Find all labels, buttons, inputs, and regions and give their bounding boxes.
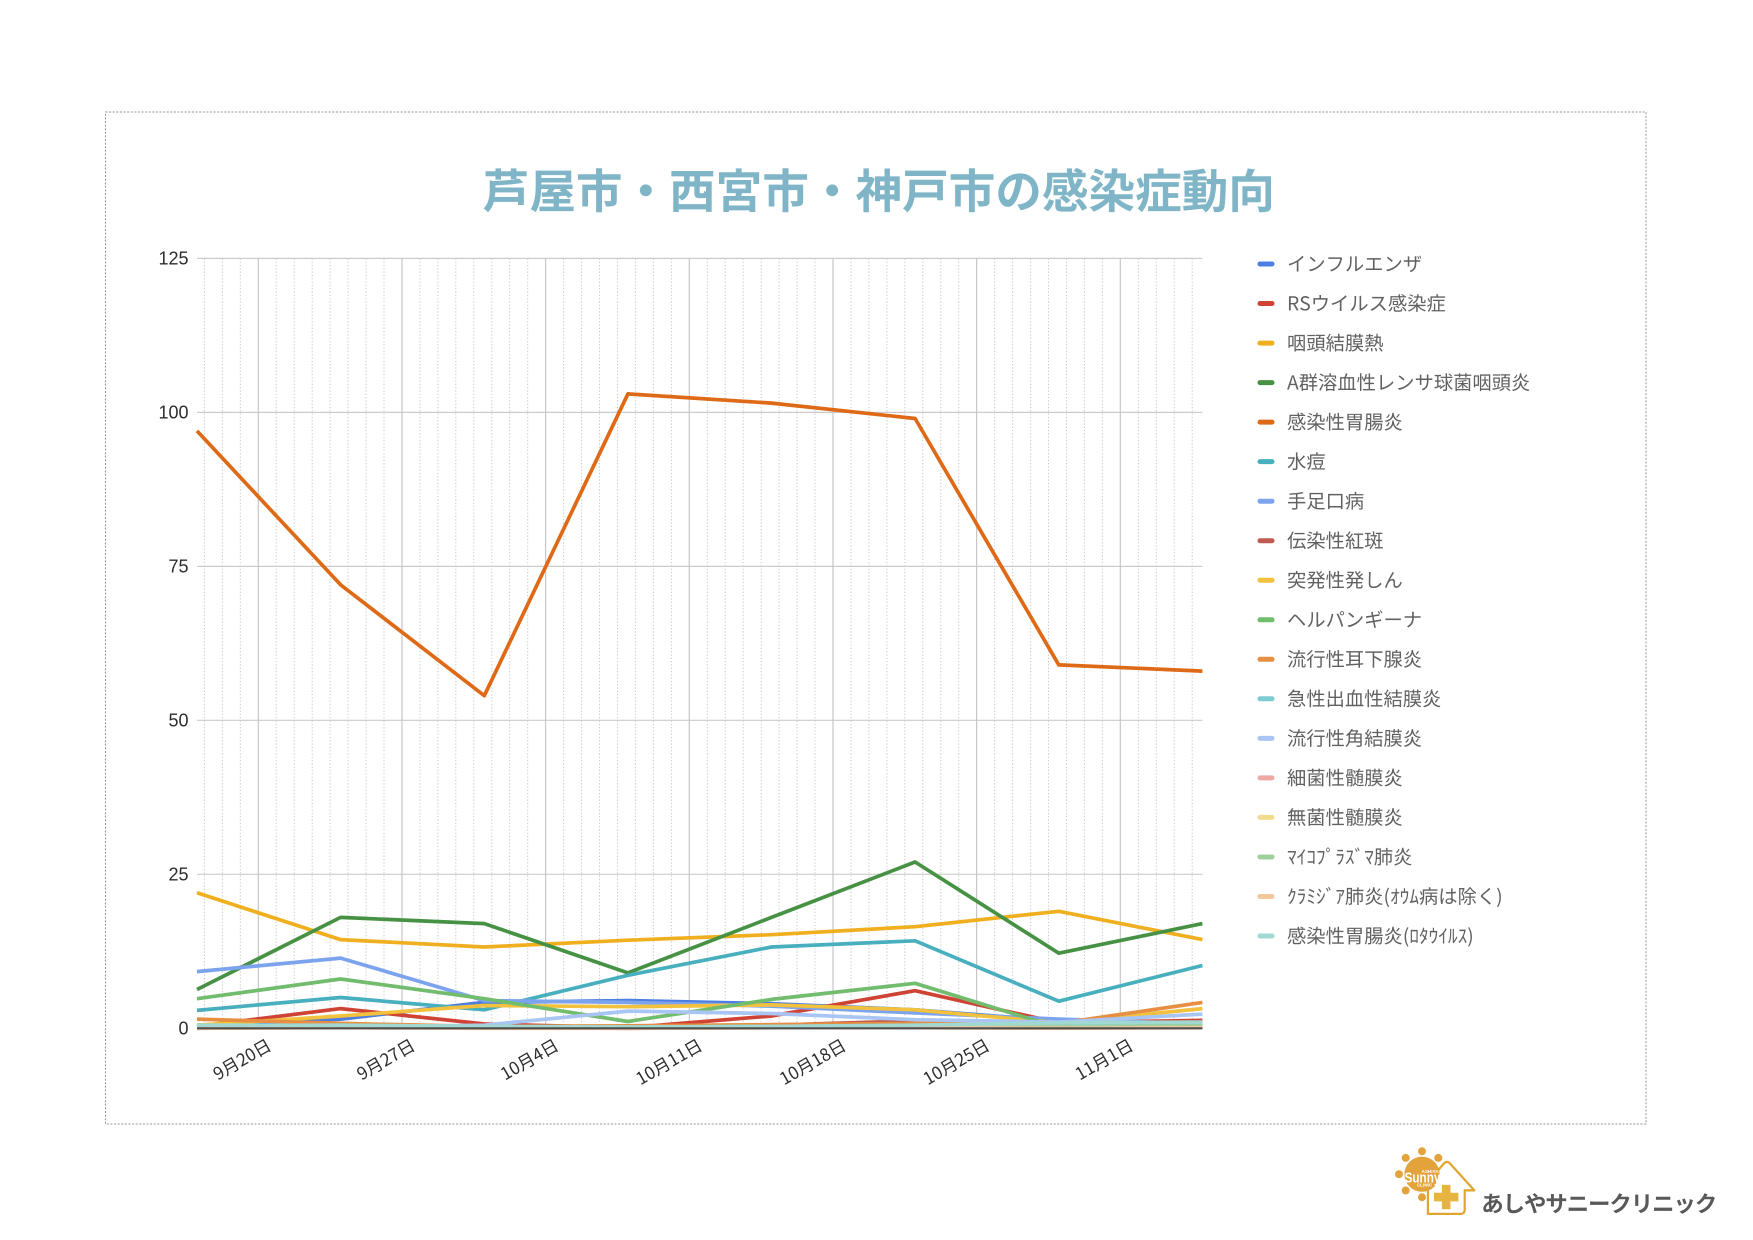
svg-text:CLINIC: CLINIC bbox=[1417, 1183, 1433, 1188]
svg-text:Sunny: Sunny bbox=[1405, 1169, 1441, 1186]
svg-text:0: 0 bbox=[178, 1019, 188, 1039]
svg-text:75: 75 bbox=[168, 557, 188, 577]
svg-text:50: 50 bbox=[168, 711, 188, 731]
svg-text:ASHIYA: ASHIYA bbox=[1422, 1169, 1440, 1174]
svg-text:100: 100 bbox=[158, 403, 188, 423]
svg-text:125: 125 bbox=[158, 249, 188, 269]
svg-text:25: 25 bbox=[168, 865, 188, 885]
